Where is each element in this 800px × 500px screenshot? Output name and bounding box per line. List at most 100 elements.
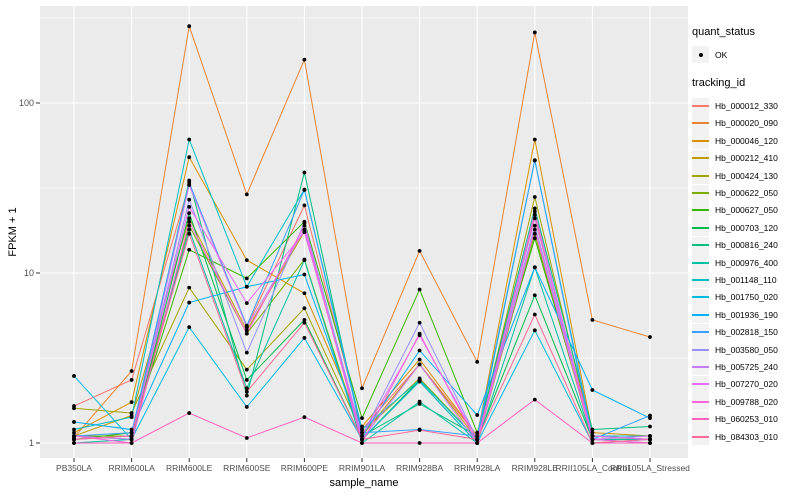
data-point: [129, 369, 134, 373]
data-point: [187, 247, 192, 252]
legend-item-Hb_000012_330: Hb_000012_330: [692, 97, 798, 115]
legend-item-label: Hb_000703_120: [715, 222, 778, 233]
data-point: [302, 258, 307, 263]
line-swatch-icon: [692, 184, 709, 202]
data-point: [532, 227, 537, 232]
data-point: [244, 378, 249, 382]
series-color-line: [692, 418, 709, 421]
legend-item-Hb_007270_020: Hb_007270_020: [692, 375, 798, 393]
legend-item-label: Hb_001750_020: [715, 292, 778, 303]
data-point: [187, 325, 192, 330]
data-point: [417, 399, 422, 404]
data-point: [244, 276, 249, 281]
data-point: [129, 441, 134, 445]
data-point: [532, 216, 537, 221]
data-point: [417, 379, 422, 384]
data-point: [187, 219, 192, 224]
legend-item-Hb_005725_240: Hb_005725_240: [692, 358, 798, 376]
data-point: [532, 158, 537, 163]
data-point: [302, 170, 307, 175]
data-point: [532, 195, 537, 199]
data-point: [590, 434, 595, 438]
data-point: [187, 285, 192, 290]
legend-item-Hb_001936_190: Hb_001936_190: [692, 306, 798, 324]
legend-item-label: Hb_000046_120: [715, 135, 778, 146]
legend-item-Hb_060253_010: Hb_060253_010: [692, 410, 798, 428]
data-point: [417, 441, 422, 445]
series-color-line: [692, 244, 709, 247]
data-point: [532, 137, 537, 142]
data-point: [129, 437, 134, 442]
data-point: [590, 427, 595, 432]
data-point: [72, 420, 76, 424]
x-tick-label: RRIM600PE: [280, 463, 329, 473]
data-point: [417, 348, 422, 353]
legend-item-label: Hb_000976_400: [715, 257, 778, 268]
data-point: [360, 430, 364, 435]
legend-item-Hb_000212_410: Hb_000212_410: [692, 149, 798, 167]
data-point: [360, 434, 364, 438]
data-point: [532, 231, 537, 236]
data-point: [532, 312, 537, 317]
line-swatch-icon: [692, 97, 709, 115]
data-point: [129, 430, 134, 435]
x-tick-label: RRIM600SE: [223, 463, 271, 473]
legend-item-label: Hb_060253_010: [715, 414, 778, 425]
legend-item-label: Hb_000627_050: [715, 205, 778, 216]
legend-item-label: Hb_001148_110: [715, 274, 777, 285]
legend-item-Hb_002818_150: Hb_002818_150: [692, 323, 798, 341]
data-point: [302, 57, 307, 62]
data-point: [72, 374, 76, 378]
data-point: [302, 188, 307, 192]
legend-item-label: Hb_002818_150: [715, 327, 778, 338]
data-point: [532, 223, 537, 228]
series-color-line: [692, 122, 709, 125]
legend-item-label: Hb_000012_330: [715, 101, 778, 112]
data-point: [244, 405, 249, 409]
legend-item-label: Hb_000424_130: [715, 170, 778, 181]
data-point: [360, 424, 364, 429]
data-point: [187, 155, 192, 160]
series-color-line: [692, 313, 709, 316]
series-color-line: [692, 139, 709, 142]
data-point: [187, 24, 192, 29]
data-point: [129, 400, 134, 405]
series-color-line: [692, 331, 709, 334]
legend-item-label: Hb_001936_190: [715, 309, 778, 320]
data-point: [532, 209, 537, 214]
legend-item-Hb_001148_110: Hb_001148_110: [692, 271, 798, 289]
line-swatch-icon: [692, 358, 709, 376]
data-point: [590, 430, 595, 435]
data-point: [532, 212, 537, 217]
y-axis-title: FPKM + 1: [7, 207, 19, 257]
data-point: [302, 272, 307, 277]
series-color-line: [692, 383, 709, 386]
x-axis-title: sample_name: [329, 477, 399, 489]
legend-item-Hb_000816_240: Hb_000816_240: [692, 236, 798, 254]
data-point: [244, 325, 249, 330]
line-swatch-icon: [692, 149, 709, 167]
data-point: [187, 137, 192, 142]
data-point: [244, 301, 249, 306]
data-point: [417, 362, 422, 367]
legend-item-label: Hb_000212_410: [715, 153, 778, 164]
data-point: [302, 223, 307, 228]
legend-item-Hb_084303_010: Hb_084303_010: [692, 428, 798, 445]
data-point: [244, 350, 249, 355]
data-point: [532, 397, 537, 402]
data-point: [129, 434, 134, 438]
data-point: [590, 441, 595, 445]
line-swatch-icon: [692, 254, 709, 272]
data-point: [187, 216, 192, 221]
data-point: [244, 331, 249, 336]
data-point: [475, 359, 480, 364]
line-swatch-icon: [692, 167, 709, 185]
data-point: [244, 258, 249, 263]
line-swatch-icon: [692, 306, 709, 324]
data-point: [187, 411, 192, 415]
data-point: [302, 317, 307, 322]
x-tick-label: RRIM901LA: [338, 463, 386, 473]
series-color-line: [692, 105, 709, 108]
series-color-line: [692, 348, 709, 351]
